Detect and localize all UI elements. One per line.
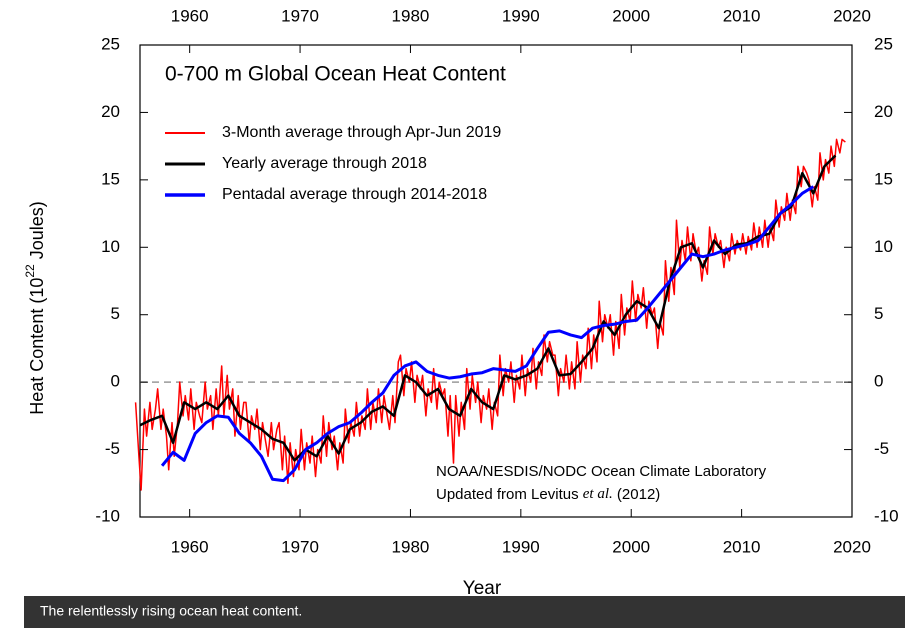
legend-label: Pentadal average through 2014-2018 xyxy=(222,186,487,203)
y-tick-label-right: 10 xyxy=(874,237,893,256)
legend-label: 3-Month average through Apr-Jun 2019 xyxy=(222,124,501,141)
plot-frame xyxy=(139,44,853,518)
annotation-text: (2012) xyxy=(613,486,661,503)
x-tick-label-top: 1990 xyxy=(502,6,540,25)
y-tick-label: -5 xyxy=(105,439,120,458)
x-tick-label: 1980 xyxy=(392,537,430,556)
series-line xyxy=(160,185,815,483)
caption-bar xyxy=(24,596,905,628)
y-tick-label: 0 xyxy=(111,372,120,391)
y-label-sup: 22 xyxy=(23,264,37,278)
y-tick-label: 25 xyxy=(101,34,120,53)
chart-title: 0-700 m Global Ocean Heat Content xyxy=(165,63,506,86)
x-tick-label: 1960 xyxy=(171,537,209,556)
y-tick-label-right: 0 xyxy=(874,372,883,391)
y-tick-label: 10 xyxy=(101,237,120,256)
x-axis-label: Year xyxy=(463,578,502,599)
x-tick-label: 2010 xyxy=(723,537,761,556)
y-tick-label-right: 15 xyxy=(874,169,893,188)
y-tick-label-right: -5 xyxy=(874,439,889,458)
annotation-italic: et al. xyxy=(583,486,613,502)
y-tick-label-right: -10 xyxy=(874,506,899,525)
plot-lines xyxy=(134,138,852,491)
x-tick-label-top: 1980 xyxy=(392,6,430,25)
x-tick-label: 1990 xyxy=(502,537,540,556)
y-tick-label: -10 xyxy=(95,506,120,525)
y-tick-label-right: 20 xyxy=(874,102,893,121)
y-label-part: Joules) xyxy=(27,201,47,264)
annotation: NOAA/NESDIS/NODC Ocean Climate Laborator… xyxy=(436,463,767,480)
y-tick-label: 15 xyxy=(101,169,120,188)
x-tick-label-top: 2020 xyxy=(833,6,871,25)
x-tick-label-top: 2010 xyxy=(723,6,761,25)
y-axis-label: Heat Content (1022 Joules) xyxy=(23,201,47,414)
y-tick-label: 20 xyxy=(101,102,120,121)
y-tick-label-right: 25 xyxy=(874,34,893,53)
x-tick-label: 2020 xyxy=(833,537,871,556)
x-tick-label-top: 1960 xyxy=(171,6,209,25)
legend-label: Yearly average through 2018 xyxy=(222,155,427,172)
annotation-text: NOAA/NESDIS/NODC Ocean Climate Laborator… xyxy=(436,463,767,480)
y-tick-label-right: 5 xyxy=(874,304,883,323)
y-tick-label: 5 xyxy=(111,304,120,323)
caption: The relentlessly rising ocean heat conte… xyxy=(40,603,302,619)
x-tick-label-top: 2000 xyxy=(612,6,650,25)
annotation: Updated from Levitus et al. (2012) xyxy=(436,486,660,503)
x-tick-label-top: 1970 xyxy=(281,6,319,25)
x-tick-label: 1970 xyxy=(281,537,319,556)
series-line xyxy=(139,154,837,462)
annotation-text: Updated from Levitus xyxy=(436,486,583,503)
y-label-part: Heat Content (10 xyxy=(27,278,47,415)
x-tick-label: 2000 xyxy=(612,537,650,556)
